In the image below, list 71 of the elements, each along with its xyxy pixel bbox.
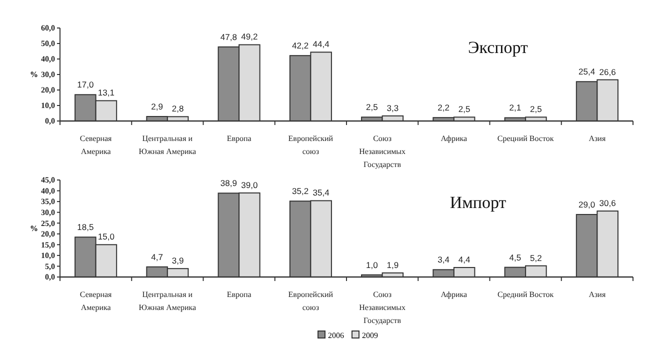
- y-tick-label: 60,0: [41, 24, 55, 33]
- data-label: 1,0: [366, 260, 378, 270]
- data-label: 26,6: [599, 66, 616, 77]
- y-tick-label: 5,0: [45, 262, 55, 271]
- data-label: 29,0: [578, 199, 596, 210]
- x-tick-label: Европейский союз: [288, 290, 334, 312]
- y-tick-label: 50,0: [41, 39, 55, 48]
- x-tick-label: Союз Независимых Государств: [359, 134, 406, 169]
- data-label: 2,5: [458, 104, 470, 114]
- x-tick-label: Срецний Восток: [497, 134, 554, 143]
- text: Импорт: [450, 193, 507, 212]
- y-tick-label: 10,0: [41, 251, 55, 260]
- x-tick-label: Европа: [226, 134, 252, 143]
- data-label: 47,8: [220, 32, 238, 42]
- y-tick-label: 15,0: [41, 240, 55, 250]
- y-tick-label: 20,0: [41, 230, 55, 239]
- x-tick-label: Северная Америка: [80, 134, 112, 156]
- text: Экспорт: [468, 38, 529, 57]
- data-label: 4,5: [509, 252, 522, 262]
- y-tick-label: 0,0: [45, 272, 55, 282]
- data-label: 2,2: [438, 102, 450, 113]
- x-tick-label: Африка: [440, 290, 468, 299]
- y-tick-label: 35,0: [41, 197, 55, 206]
- data-label: 18,5: [77, 222, 94, 232]
- y-tick-label: 0,0: [45, 116, 55, 126]
- data-label: 35,4: [312, 188, 330, 198]
- data-label: 3,3: [386, 102, 399, 113]
- y-tick-label: 40,0: [41, 186, 55, 196]
- data-label: 25,4: [578, 66, 596, 77]
- x-tick-label: Азия: [588, 134, 606, 143]
- x-tick-label: Африка: [440, 134, 468, 143]
- y-tick-label: 40,0: [41, 54, 55, 64]
- x-tick-label: Центральная и Южная Америка: [138, 134, 197, 156]
- data-label: 35,2: [292, 186, 309, 196]
- x-tick-label: Центральная и Южная Америка: [138, 290, 197, 312]
- y-tick-label: 30,0: [41, 70, 55, 80]
- data-label: 13,1: [98, 88, 115, 98]
- data-label: 38,9: [220, 178, 238, 188]
- data-label: 2,1: [509, 102, 522, 113]
- x-tick-label: Европа: [226, 290, 252, 299]
- legend-label: 2006: [328, 331, 344, 340]
- data-label: 2,5: [530, 104, 542, 114]
- data-label: 17,0: [77, 80, 94, 90]
- data-label: 2,8: [172, 104, 184, 114]
- x-tick-label: Азия: [588, 290, 606, 299]
- y-axis-title: %: [30, 224, 38, 234]
- y-tick-label: 30,0: [41, 208, 55, 217]
- x-tick-label: Союз Независимых Государств: [359, 290, 406, 325]
- data-label: 15,0: [98, 232, 115, 242]
- x-tick-label: Средний Восток: [498, 290, 554, 299]
- y-tick-label: 25,0: [41, 218, 55, 228]
- y-tick-label: 10,0: [41, 101, 55, 110]
- legend-label: 2009: [362, 331, 378, 340]
- data-label: 2,9: [151, 102, 164, 112]
- data-label: 4,7: [151, 252, 164, 262]
- data-label: 2,5: [366, 102, 378, 112]
- y-axis-title: %: [30, 70, 38, 80]
- data-label: 1,9: [386, 260, 399, 270]
- y-tick-label: 20,0: [41, 86, 55, 95]
- x-tick-label: Северная Америка: [80, 290, 112, 312]
- data-label: 5,2: [530, 252, 542, 263]
- data-label: 44,4: [312, 39, 330, 50]
- data-label: 42,2: [292, 40, 309, 51]
- data-label: 49,2: [241, 32, 258, 42]
- data-label: 3,4: [438, 254, 450, 265]
- data-label: 3,9: [172, 256, 184, 266]
- x-tick-label: Европейский союз: [288, 134, 334, 156]
- y-tick-label: 45,0: [41, 176, 55, 185]
- data-label: 30,6: [599, 198, 616, 208]
- data-label: 39,0: [241, 180, 258, 190]
- data-label: 4,4: [458, 254, 470, 265]
